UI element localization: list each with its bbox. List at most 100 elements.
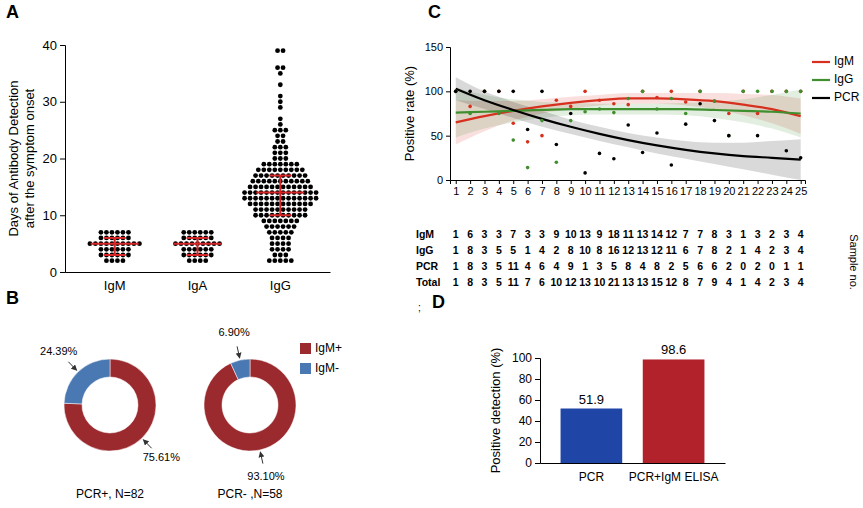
dot xyxy=(261,167,266,172)
dot xyxy=(281,139,286,144)
table-cell: 8 xyxy=(568,244,574,256)
table-cell: 3 xyxy=(482,244,488,256)
iqr-cap xyxy=(187,237,209,239)
dot xyxy=(275,207,280,212)
point xyxy=(626,97,630,101)
point xyxy=(598,152,602,156)
tick-mark xyxy=(700,180,701,184)
tick: 20 xyxy=(723,180,735,197)
dot xyxy=(289,167,294,172)
dot xyxy=(292,184,297,189)
dot xyxy=(181,247,186,252)
tick-label: 20 xyxy=(519,435,533,449)
dot xyxy=(275,184,280,189)
dot xyxy=(283,253,288,258)
panel-label: A xyxy=(6,2,19,22)
tick-label: 17 xyxy=(680,185,692,197)
dot xyxy=(308,184,313,189)
point xyxy=(526,166,530,170)
slice xyxy=(64,359,110,404)
table-cell: 5 xyxy=(611,260,617,272)
dot xyxy=(192,230,197,235)
dot xyxy=(283,145,288,150)
point xyxy=(626,103,630,107)
dot xyxy=(281,65,286,70)
tick: 100 xyxy=(425,85,450,97)
point xyxy=(770,90,774,94)
dot xyxy=(278,150,283,155)
table-cell: 1 xyxy=(525,244,531,256)
dot xyxy=(297,184,302,189)
legend-label: PCR xyxy=(834,90,860,104)
dot xyxy=(275,48,280,53)
tick-mark xyxy=(801,180,802,184)
tick: 1 xyxy=(453,180,459,197)
table-cell: 6 xyxy=(467,228,473,240)
point xyxy=(684,122,688,126)
table-cell: 5 xyxy=(496,244,502,256)
panel-label: D xyxy=(432,292,445,312)
dot xyxy=(259,213,264,218)
table-cell: 3 xyxy=(525,228,531,240)
dot xyxy=(181,253,186,258)
dot xyxy=(198,258,203,263)
dot xyxy=(267,258,272,263)
dot xyxy=(253,213,258,218)
dot xyxy=(126,236,131,241)
table-cell: 12 xyxy=(665,276,677,288)
dot xyxy=(253,202,258,207)
dot xyxy=(278,253,283,258)
tick-label: 20 xyxy=(723,185,735,197)
point xyxy=(612,111,616,115)
dot xyxy=(286,247,291,252)
fit-line xyxy=(456,98,801,122)
table-cell: 1 xyxy=(453,228,459,240)
table-cell: 8 xyxy=(712,244,718,256)
tick-mark xyxy=(535,463,540,464)
dot xyxy=(275,139,280,144)
dot xyxy=(278,128,283,133)
dot xyxy=(110,258,115,263)
tick-mark xyxy=(528,180,529,184)
tick-label: 150 xyxy=(425,41,443,53)
tick-mark xyxy=(643,180,644,184)
table-cell: 4 xyxy=(798,276,804,288)
table-cell: 12 xyxy=(622,244,634,256)
tick-label: 21 xyxy=(738,185,750,197)
table-cell: 10 xyxy=(594,276,606,288)
table-title: Sample no. xyxy=(848,234,860,290)
dot xyxy=(242,190,247,195)
table-cell: 8 xyxy=(712,228,718,240)
legend-label: IgG xyxy=(834,72,853,86)
dot xyxy=(181,230,186,235)
dot xyxy=(292,173,297,178)
tick-label: 50 xyxy=(431,130,443,142)
bar xyxy=(561,409,623,463)
point xyxy=(727,134,731,138)
dot xyxy=(99,236,104,241)
confidence-band xyxy=(456,88,801,138)
point xyxy=(684,100,688,104)
dot xyxy=(286,224,291,229)
legend-label: IgM xyxy=(834,54,854,68)
dot xyxy=(272,253,277,258)
point xyxy=(785,149,789,153)
point xyxy=(785,90,789,94)
table-cell: 5 xyxy=(496,276,502,288)
tick-label: 9 xyxy=(568,185,574,197)
table-cell: 7 xyxy=(683,228,689,240)
tick-label: PCR xyxy=(579,470,605,484)
point xyxy=(785,90,789,94)
dot xyxy=(275,224,280,229)
tick-mark xyxy=(535,358,540,359)
table-cell: 12 xyxy=(665,228,677,240)
dot xyxy=(272,128,277,133)
dot xyxy=(209,253,214,258)
confidence-band xyxy=(456,77,801,180)
tick-mark xyxy=(535,379,540,380)
table-cell: 0 xyxy=(769,260,775,272)
dot xyxy=(248,184,253,189)
table-cell: 13 xyxy=(579,228,591,240)
point xyxy=(540,134,544,138)
table-cell: 16 xyxy=(608,244,620,256)
